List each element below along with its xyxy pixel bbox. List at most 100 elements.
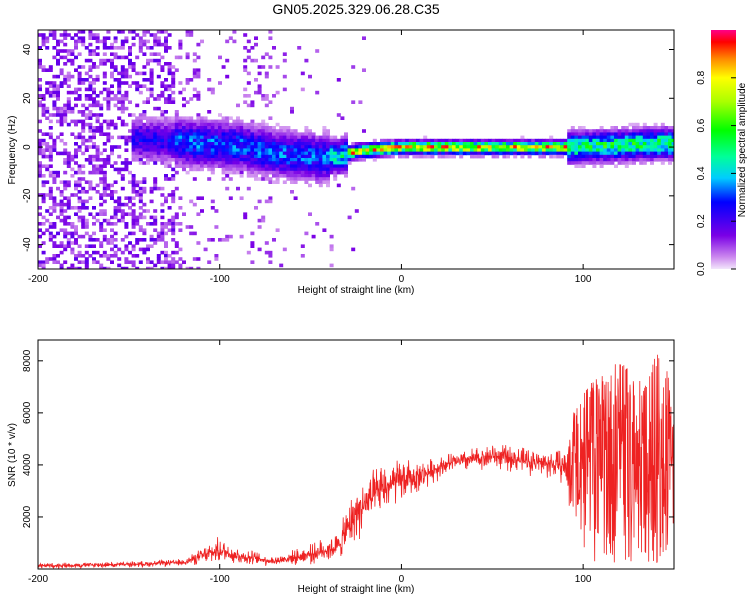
spectrogram-cell (232, 138, 237, 143)
spectrogram-cell (578, 148, 582, 152)
spectrogram-cell (210, 135, 215, 140)
spectrogram-cell (185, 225, 190, 229)
spectrogram-cell (250, 158, 255, 162)
spectrogram-cell (200, 138, 204, 143)
spectrogram-cell (156, 138, 161, 143)
spectrogram-cell (297, 132, 302, 136)
spectrogram-cell (272, 148, 276, 152)
spectrogram-cell (642, 132, 647, 136)
spectrogram-cell (99, 244, 104, 248)
spectrogram-cell (311, 167, 316, 172)
spectrogram-cell (531, 151, 536, 156)
spectrogram-cell (203, 148, 208, 152)
spectrogram-cell (70, 36, 75, 40)
spectrogram-cell (632, 135, 636, 140)
spectrogram-cell (48, 196, 53, 200)
spectrogram-cell (99, 177, 104, 181)
spectrogram-cell (232, 145, 237, 149)
spectrogram-cell (120, 110, 125, 114)
spectrogram-cell (174, 250, 179, 255)
spectrogram-cell (574, 132, 579, 136)
spectrogram-cell (138, 42, 143, 47)
spectrogram-cell (246, 174, 251, 178)
spectrogram-cell (156, 254, 161, 258)
spectrogram-cell (264, 164, 269, 168)
spectrogram-cell (653, 129, 658, 133)
spectrogram-cell (160, 126, 165, 130)
spectrogram-cell (171, 78, 176, 82)
spectrogram-cell (70, 158, 75, 162)
spectrogram-cell (146, 142, 150, 146)
spectrogram-cell (192, 68, 197, 72)
spectrogram-cell (290, 145, 294, 149)
spectrogram-cell (282, 161, 287, 165)
spectrogram-cell (84, 94, 89, 98)
spectrogram-cell (110, 151, 114, 156)
spectrogram-cell (304, 151, 309, 156)
spectrogram-cell (88, 33, 93, 37)
spectrogram-cell (48, 135, 53, 140)
spectrogram-cell (196, 138, 201, 143)
spectrogram-cell (77, 97, 82, 101)
spectrogram-cell (300, 174, 305, 178)
spectrogram-cell (254, 164, 258, 168)
spectrogram-cell (160, 122, 165, 127)
spectrogram-cell (257, 138, 262, 143)
spectrogram-cell (182, 151, 186, 156)
spectrogram-cell (192, 119, 197, 124)
spectrogram-cell (48, 65, 53, 69)
spectrogram-cell (182, 154, 186, 159)
spectrogram-cell (99, 202, 104, 207)
spectrogram-cell (106, 138, 111, 143)
spectrogram-cell (671, 135, 674, 140)
spectrogram-cell (189, 126, 194, 130)
spectrogram-cell (214, 209, 219, 213)
spectrogram-cell (452, 151, 456, 156)
spectrogram-cell (545, 145, 550, 149)
spectrogram-cell (221, 142, 226, 146)
spectrogram-cell (52, 241, 57, 245)
spectrogram-cell (221, 170, 226, 175)
spectrogram-cell (124, 122, 129, 127)
spectrogram-cell (394, 145, 399, 149)
spectrogram-cell (250, 151, 255, 156)
spectrogram-cell (95, 151, 100, 156)
spectrogram-cell (207, 260, 212, 264)
spectrogram-cell (286, 161, 291, 165)
spectrogram-cell (290, 151, 294, 156)
spectrogram-cell (113, 126, 118, 130)
spectrogram-cell (250, 103, 255, 108)
spectrogram-cell (268, 129, 273, 133)
spectrogram-cell (52, 94, 57, 98)
spectrogram-cell (268, 154, 273, 159)
spectrogram-cell (192, 231, 197, 236)
spectrogram-cell (671, 154, 674, 159)
spectrogram-cell (452, 148, 456, 152)
spectrogram-cell (171, 119, 176, 124)
spectrogram-cell (257, 65, 262, 69)
spectrogram-cell (254, 126, 258, 130)
spectrogram-cell (48, 81, 53, 85)
spectrogram-cell (102, 190, 107, 194)
spectrogram-cell (588, 138, 593, 143)
spectrogram-cell (178, 142, 183, 146)
spectrogram-cell (286, 167, 291, 172)
spectrogram-cell (520, 154, 525, 159)
spectrogram-cell (304, 177, 309, 181)
spectrogram-cell (664, 135, 669, 140)
spectrogram-cell (282, 145, 287, 149)
spectrogram-cell (214, 254, 219, 258)
spectrogram-cell (196, 94, 201, 98)
spectrogram-cell (387, 148, 392, 152)
spectrogram-cell (38, 170, 42, 175)
colorbar-tick-label: 0.0 (696, 262, 707, 276)
spectrogram-cell (167, 94, 172, 98)
spectrogram-cell (322, 135, 327, 140)
spectrogram-cell (131, 218, 136, 223)
spectrogram-cell (257, 247, 262, 252)
spectrogram-cell (74, 87, 78, 92)
spectrogram-cell (344, 148, 348, 152)
spectrogram-cell (74, 97, 78, 101)
spectrogram-cell (196, 55, 201, 60)
